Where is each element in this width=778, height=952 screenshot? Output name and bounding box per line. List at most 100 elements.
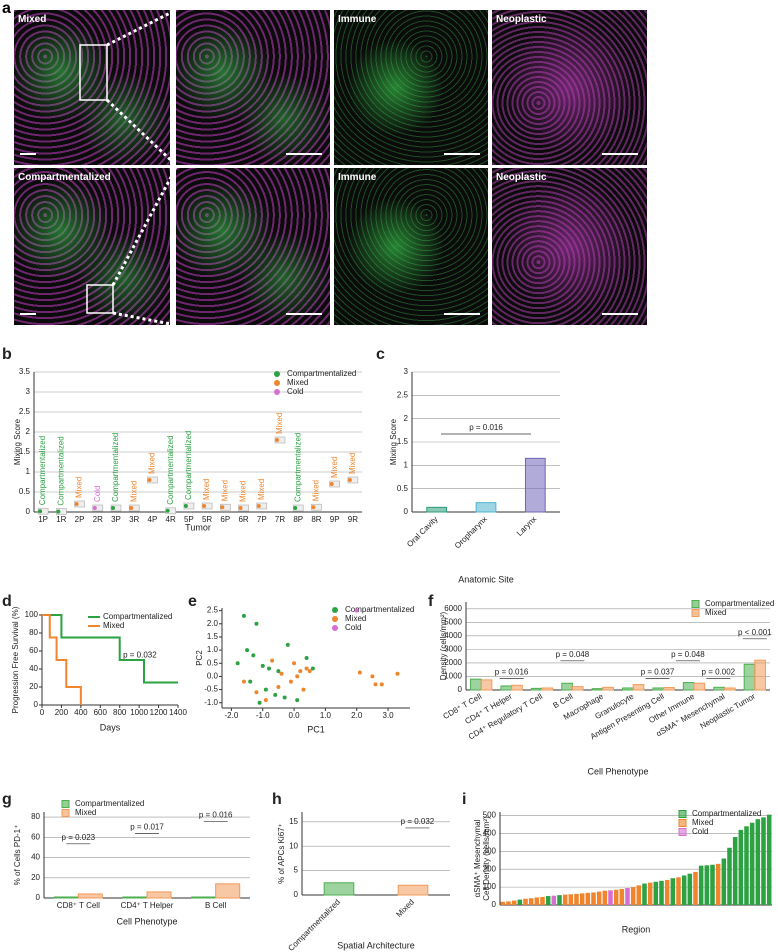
point xyxy=(354,608,359,613)
box xyxy=(397,884,429,896)
x-tick-label: 6P xyxy=(220,515,230,524)
bar xyxy=(561,682,573,691)
micrograph: Neoplastic xyxy=(492,10,647,165)
y-tick-label: 0.5 xyxy=(207,658,219,667)
bar xyxy=(613,889,619,905)
point xyxy=(257,700,262,705)
annotation: p = 0.032 xyxy=(401,817,435,826)
point xyxy=(279,671,284,676)
point xyxy=(165,508,170,513)
y-tick-label: 60 xyxy=(31,832,40,841)
zoom-guides xyxy=(79,8,178,327)
bar xyxy=(636,885,642,905)
legend-label: Compartmentalized xyxy=(103,612,172,621)
point xyxy=(251,653,256,658)
group-label: Mixed xyxy=(202,479,211,500)
bar xyxy=(571,686,584,691)
y-axis-label: Mixing Score xyxy=(389,418,398,465)
y-tick-label: 5 xyxy=(294,866,299,875)
group-label: Mixed xyxy=(330,457,339,478)
x-tick-label: 3.0 xyxy=(383,711,395,720)
x-axis-label: Region xyxy=(622,924,651,934)
point xyxy=(254,621,259,626)
bar xyxy=(744,826,749,905)
point xyxy=(147,478,152,482)
legend-label: Mixed xyxy=(705,608,726,617)
group-label: Compartmentalized xyxy=(293,433,302,502)
x-tick-label: 600 xyxy=(94,708,108,717)
micrograph: Compartmentalized xyxy=(14,168,170,325)
point xyxy=(373,682,378,687)
bar xyxy=(511,900,517,905)
group-label: Mixed xyxy=(148,453,157,474)
box xyxy=(524,457,546,513)
group-label: Mixed xyxy=(348,453,357,474)
x-tick-label: CD4⁺ T Helper xyxy=(121,901,174,910)
group-label: Cold xyxy=(93,486,102,502)
x-tick-label: B Cell xyxy=(551,692,574,711)
legend-marker xyxy=(332,625,338,631)
annotation: p = 0.017 xyxy=(130,823,164,832)
y-tick-label: 2.5 xyxy=(207,606,219,615)
bar xyxy=(551,895,557,905)
x-tick-label: Larynx xyxy=(515,515,538,538)
annotation: p = 0.023 xyxy=(62,833,96,842)
point xyxy=(56,509,61,514)
group-label: Mixed xyxy=(257,479,266,500)
bar xyxy=(500,685,513,691)
point xyxy=(238,506,243,510)
x-tick-label: -1.0 xyxy=(256,711,270,720)
group-label: Mixed xyxy=(129,481,138,502)
y-tick-label: 1000 xyxy=(444,672,462,681)
x-tick-label: -2.0 xyxy=(225,711,239,720)
legend-marker xyxy=(274,389,280,395)
panel-letter: d xyxy=(2,593,12,610)
bar xyxy=(562,894,568,905)
bar xyxy=(664,879,670,905)
group-label: Compartmentalized xyxy=(56,436,65,505)
x-tick-label: 400 xyxy=(74,708,88,717)
box xyxy=(426,506,448,513)
micrograph: Immune xyxy=(334,168,488,325)
y-axis-label: % of APCs Ki67⁺ xyxy=(277,823,286,884)
y-axis-label: Cell Density (cells/mm²) xyxy=(482,816,491,901)
bar xyxy=(215,883,241,899)
y-tick-label: 0.0 xyxy=(207,672,219,681)
annotation: p = 0.016 xyxy=(495,668,529,677)
point xyxy=(129,506,134,510)
x-tick-label: 8P xyxy=(293,515,303,524)
legend-marker xyxy=(691,600,700,608)
point xyxy=(74,502,79,506)
annotation: p = 0.002 xyxy=(702,668,736,677)
y-axis-label: Progression Free Survival (%) xyxy=(11,606,20,713)
bar xyxy=(676,877,681,905)
x-tick-label: 1200 xyxy=(150,708,168,717)
y-tick-label: 6000 xyxy=(444,604,462,613)
legend-label: Mixed xyxy=(345,614,366,623)
y-tick-label: 80 xyxy=(29,628,38,637)
bar xyxy=(625,888,630,905)
x-tick-label: Oropharynx xyxy=(453,515,489,551)
x-tick-label: 2P xyxy=(75,515,85,524)
x-tick-label: CD8⁺ T Cell xyxy=(57,901,100,910)
annotation: p < 0.001 xyxy=(738,628,772,637)
group-label: Compartmentalized xyxy=(111,433,120,502)
micrograph: Neoplastic xyxy=(492,168,647,325)
legend-label: Compartmentalized xyxy=(692,809,761,818)
annotation: p = 0.037 xyxy=(641,668,675,677)
y-tick-label: 500 xyxy=(483,811,497,820)
bar xyxy=(754,659,766,691)
panel-letter: b xyxy=(2,346,12,363)
legend-marker xyxy=(332,616,338,622)
bar xyxy=(670,878,676,905)
x-tick-label: 1.0 xyxy=(320,711,332,720)
box xyxy=(475,502,497,513)
point xyxy=(295,674,300,679)
point xyxy=(329,482,334,486)
legend-label: Cold xyxy=(287,387,303,396)
micrograph xyxy=(176,10,330,165)
bar xyxy=(541,687,554,691)
bar xyxy=(687,873,693,905)
bar xyxy=(528,898,534,905)
